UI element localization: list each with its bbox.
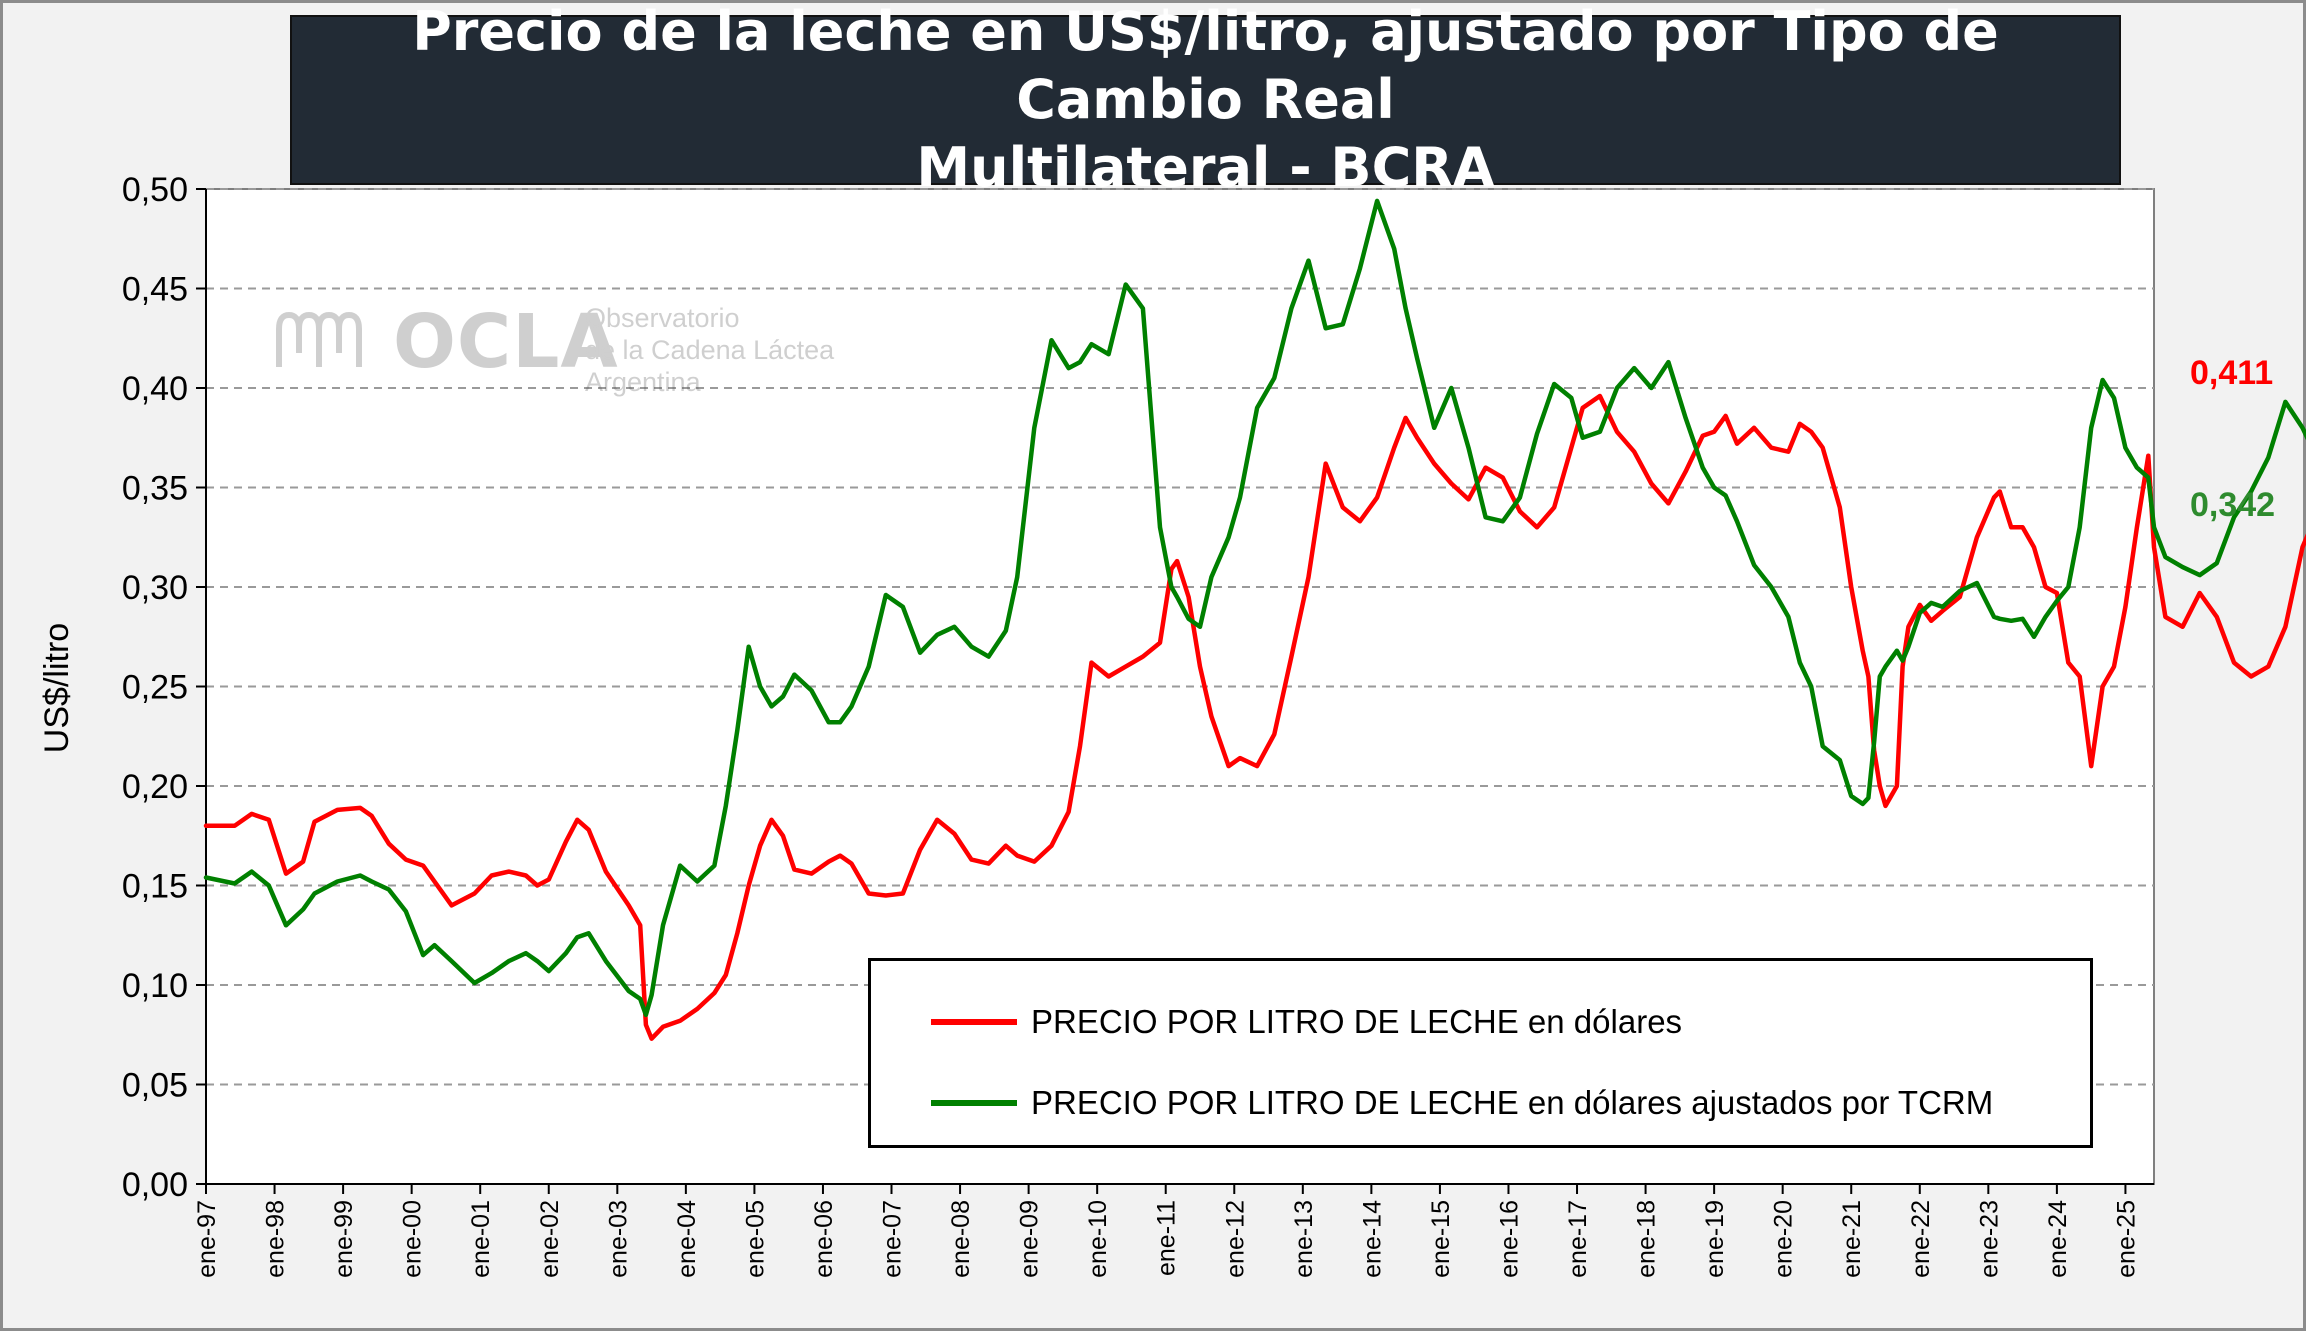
x-tick-label: ene-98 [262, 1200, 290, 1278]
x-tick-label: ene-02 [536, 1200, 564, 1278]
last-value-green: 0,342 [2190, 486, 2275, 524]
x-tick-label: ene-18 [1633, 1200, 1661, 1278]
x-tick-label: ene-17 [1564, 1200, 1592, 1278]
x-tick-label: ene-07 [879, 1200, 907, 1278]
y-axis-label: US$/litro [38, 623, 76, 753]
x-tick-label: ene-09 [1016, 1200, 1044, 1278]
x-tick-label: ene-24 [2044, 1200, 2072, 1278]
x-tick-label: ene-25 [2112, 1200, 2140, 1278]
series-lines [203, 198, 2306, 1041]
x-tick-label: ene-20 [1770, 1200, 1798, 1278]
x-axis: ene-97 ene-98 ene-99 ene-00 ene-01 ene-02 ene-… [193, 1183, 2154, 1278]
x-tick-label: ene-05 [741, 1200, 769, 1278]
x-tick-label: ene-15 [1427, 1200, 1455, 1278]
y-tick-label: 0,20 [122, 768, 188, 806]
x-tick-label: ene-04 [673, 1200, 701, 1278]
x-tick-label: ene-19 [1701, 1200, 1729, 1278]
x-tick-label: ene-01 [467, 1200, 495, 1278]
ocla-watermark: OCLA Observatorio de la Cadena Láctea Ar… [273, 299, 853, 399]
x-tick-label: ene-21 [1838, 1200, 1866, 1278]
x-tick-label: ene-16 [1495, 1200, 1523, 1278]
watermark-line-1: Observatorio [585, 303, 740, 333]
chart-title-line-1: Precio de la leche en US$/litro, ajustad… [412, 0, 1999, 131]
legend-swatch-red [931, 1019, 1017, 1025]
y-tick-label: 0,35 [122, 470, 188, 508]
legend-item-green: PRECIO POR LITRO DE LECHE en dólares aju… [931, 1084, 1993, 1122]
x-tick-label: ene-10 [1084, 1200, 1112, 1278]
y-tick-label: 0,45 [122, 271, 188, 309]
y-axis: 0,00 0,05 0,10 0,15 0,20 0,25 0,30 0,35 0,40 0,45… [122, 171, 207, 1204]
y-tick-label: 0,00 [122, 1166, 188, 1204]
y-tick-label: 0,05 [122, 1067, 188, 1105]
x-tick-label: ene-08 [947, 1200, 975, 1278]
y-tick-label: 0,15 [122, 868, 188, 906]
y-tick-label: 0,30 [122, 569, 188, 607]
x-tick-label: ene-13 [1290, 1200, 1318, 1278]
ocla-logo-icon [276, 311, 362, 367]
x-tick-label: ene-03 [604, 1200, 632, 1278]
legend-label-green: PRECIO POR LITRO DE LECHE en dólares aju… [1031, 1084, 1994, 1121]
y-tick-label: 0,10 [122, 967, 188, 1005]
legend-item-red: PRECIO POR LITRO DE LECHE en dólares [931, 1003, 1682, 1041]
x-tick-label: ene-00 [399, 1200, 427, 1278]
watermark-line-2: de la Cadena Láctea [585, 335, 835, 365]
y-tick-label: 0,25 [122, 669, 188, 707]
x-tick-label: ene-11 [1153, 1200, 1181, 1276]
x-tick-label: ene-06 [810, 1200, 838, 1278]
legend: PRECIO POR LITRO DE LECHE en dólares PRE… [868, 958, 2093, 1148]
series-line-tcrm [203, 198, 2306, 1018]
watermark-brand: OCLA [393, 299, 619, 385]
y-tick-label: 0,40 [122, 370, 188, 408]
x-tick-label: ene-97 [193, 1200, 221, 1278]
watermark-line-3: Argentina [585, 367, 701, 397]
legend-label-red: PRECIO POR LITRO DE LECHE en dólares [1031, 1003, 1683, 1040]
x-tick-label: ene-12 [1221, 1200, 1249, 1278]
x-tick-label: ene-23 [1975, 1200, 2003, 1278]
x-tick-label: ene-14 [1358, 1200, 1386, 1278]
last-value-red: 0,411 [2190, 354, 2273, 392]
x-tick-label: ene-99 [330, 1200, 358, 1278]
y-tick-label: 0,50 [122, 171, 188, 209]
x-tick-label: ene-22 [1907, 1200, 1935, 1278]
series-line-usd [203, 393, 2306, 1041]
legend-swatch-green [931, 1100, 1017, 1106]
